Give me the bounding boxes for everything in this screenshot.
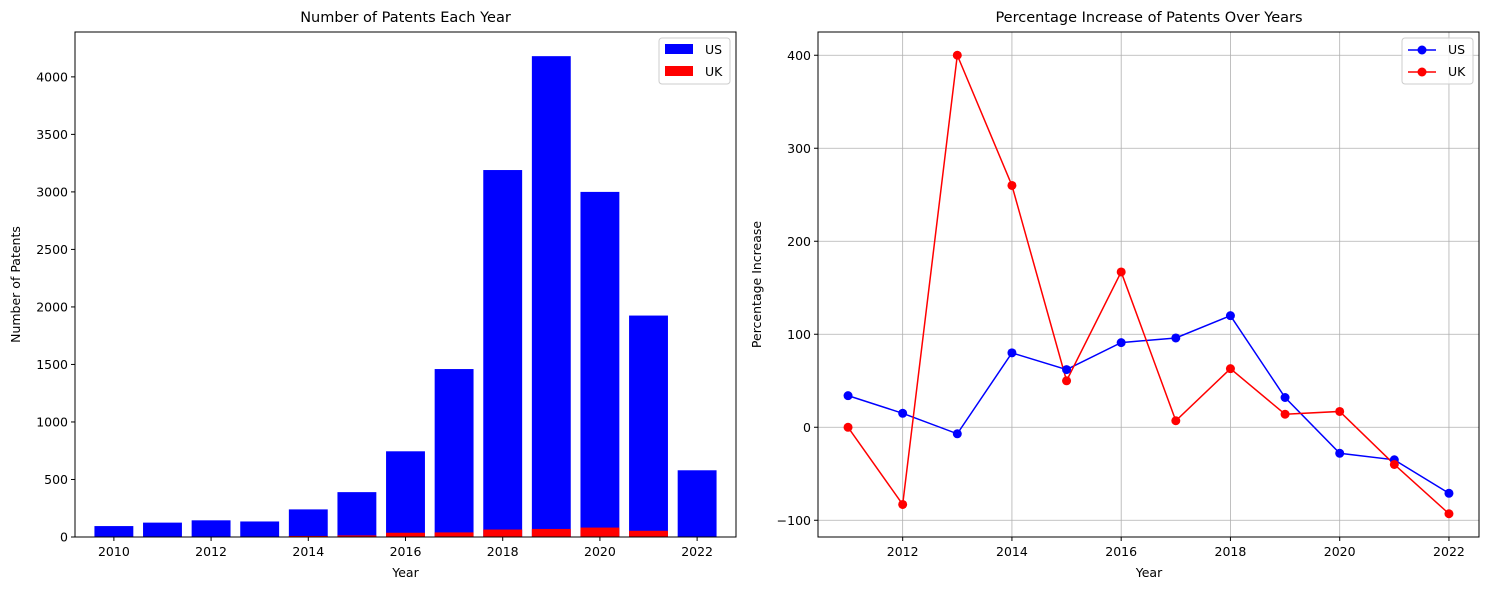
x-tick-label: 2020 — [1324, 544, 1356, 559]
point-uk-2011 — [844, 423, 853, 432]
legend-marker-us — [1418, 46, 1427, 55]
point-uk-2017 — [1171, 416, 1180, 425]
bar-uk-2017 — [435, 532, 474, 537]
line-chart-y-label: Percentage Increase — [749, 221, 764, 349]
point-us-2018 — [1226, 311, 1235, 320]
point-uk-2019 — [1281, 410, 1290, 419]
legend-label-uk: UK — [1448, 64, 1466, 79]
bar-us-2017 — [435, 369, 474, 537]
point-us-2014 — [1007, 348, 1016, 357]
bar-us-2012 — [192, 520, 231, 537]
point-us-2019 — [1281, 393, 1290, 402]
y-tick-label: 0 — [803, 420, 811, 435]
y-tick-label: 4000 — [36, 69, 68, 84]
point-us-2012 — [898, 409, 907, 418]
x-tick-label: 2016 — [1105, 544, 1137, 559]
point-us-2020 — [1335, 449, 1344, 458]
x-tick-label: 2022 — [1433, 544, 1465, 559]
point-us-2016 — [1117, 338, 1126, 347]
y-tick-label: 400 — [787, 48, 811, 63]
line-chart-title: Percentage Increase of Patents Over Year… — [995, 10, 1302, 26]
x-tick-label: 2012 — [195, 544, 227, 559]
point-us-2015 — [1062, 365, 1071, 374]
bar-us-2021 — [629, 316, 668, 537]
point-uk-2015 — [1062, 376, 1071, 385]
bar-us-2014 — [289, 509, 328, 537]
line-chart-legend: US UK — [1402, 38, 1473, 84]
bar-uk-2020 — [580, 528, 619, 537]
legend-swatch-uk — [665, 66, 693, 76]
bar-us-2013 — [240, 521, 279, 537]
bar-us-2022 — [678, 470, 717, 537]
x-tick-label: 2014 — [292, 544, 324, 559]
y-tick-label: −100 — [777, 513, 811, 528]
legend-swatch-us — [665, 44, 693, 54]
y-tick-label: 2500 — [36, 242, 68, 257]
bar-us-2018 — [483, 170, 522, 537]
bar-chart-x-label: Year — [391, 565, 419, 580]
point-uk-2020 — [1335, 407, 1344, 416]
y-tick-label: 1500 — [36, 357, 68, 372]
point-uk-2016 — [1117, 267, 1126, 276]
bar-uk-2019 — [532, 529, 571, 537]
point-us-2013 — [953, 429, 962, 438]
legend-label-us: US — [1448, 42, 1465, 57]
bar-chart-title: Number of Patents Each Year — [300, 10, 511, 26]
point-uk-2014 — [1007, 181, 1016, 190]
x-tick-label: 2018 — [487, 544, 519, 559]
bar-us-2015 — [337, 492, 376, 537]
point-us-2011 — [844, 391, 853, 400]
legend-label-us: US — [705, 42, 722, 57]
x-tick-label: 2018 — [1215, 544, 1247, 559]
bar-us-2016 — [386, 451, 425, 537]
x-tick-label: 2022 — [681, 544, 713, 559]
bar-us-2020 — [580, 192, 619, 537]
bar-us-2019 — [532, 56, 571, 537]
bar-chart-y-label: Number of Patents — [8, 226, 23, 343]
x-tick-label: 2016 — [390, 544, 422, 559]
y-tick-label: 500 — [44, 472, 68, 487]
x-tick-label: 2020 — [584, 544, 616, 559]
legend-label-uk: UK — [705, 64, 723, 79]
bar-us-2011 — [143, 523, 182, 537]
y-tick-label: 3000 — [36, 184, 68, 199]
point-uk-2012 — [898, 500, 907, 509]
y-tick-label: 100 — [787, 327, 811, 342]
x-tick-label: 2010 — [98, 544, 130, 559]
y-tick-label: 1000 — [36, 414, 68, 429]
point-us-2022 — [1444, 489, 1453, 498]
bar-us-2010 — [94, 526, 133, 537]
point-uk-2022 — [1444, 509, 1453, 518]
bar-uk-2021 — [629, 531, 668, 537]
point-uk-2018 — [1226, 364, 1235, 373]
bar-uk-2018 — [483, 530, 522, 537]
bar-chart-legend: US UK — [659, 38, 730, 84]
point-us-2017 — [1171, 333, 1180, 342]
point-uk-2013 — [953, 51, 962, 60]
x-tick-label: 2012 — [887, 544, 919, 559]
y-tick-label: 3500 — [36, 127, 68, 142]
y-tick-label: 300 — [787, 141, 811, 156]
x-tick-label: 2014 — [996, 544, 1028, 559]
point-uk-2021 — [1390, 460, 1399, 469]
y-tick-label: 0 — [60, 530, 68, 545]
y-tick-label: 2000 — [36, 299, 68, 314]
y-tick-label: 200 — [787, 234, 811, 249]
legend-marker-uk — [1418, 68, 1427, 77]
bar-uk-2016 — [386, 533, 425, 537]
line-chart-x-label: Year — [1135, 565, 1163, 580]
